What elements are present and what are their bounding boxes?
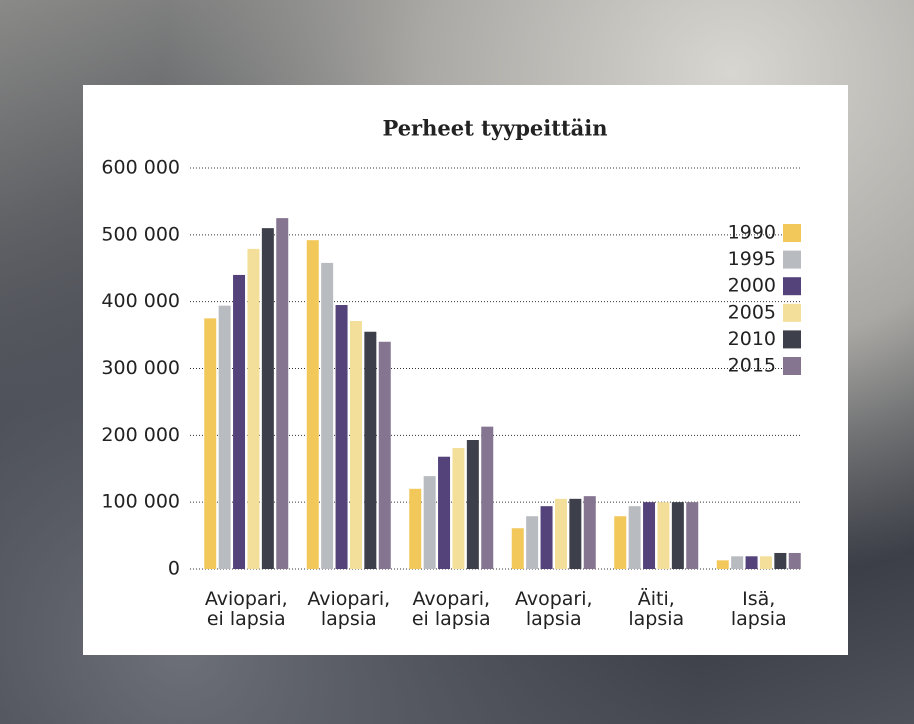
legend-label: 2005 [728, 301, 776, 323]
bar [759, 556, 772, 569]
y-tick-label: 300 000 [101, 357, 180, 379]
legend-label: 2010 [728, 328, 776, 350]
legend-label: 2015 [728, 355, 776, 377]
bar [423, 476, 436, 569]
bar [218, 305, 231, 569]
bar [261, 228, 274, 569]
x-tick-label: Avopari, ei lapsia [412, 588, 491, 630]
legend-label: 2000 [728, 275, 776, 297]
bar [511, 528, 524, 569]
x-tick-label-line: lapsia [321, 608, 377, 630]
x-tick-label-line: lapsia [526, 608, 582, 630]
x-tick-label: Aviopari, lapsia [307, 588, 390, 630]
bar [526, 516, 539, 569]
legend-swatch [783, 224, 801, 242]
x-tick-label-line: Avopari, [515, 588, 593, 610]
bar [788, 552, 801, 569]
x-tick-label-line: Aviopari, [205, 588, 288, 610]
bar [247, 248, 260, 569]
x-tick-label-line: lapsia [731, 608, 787, 630]
bar [671, 502, 684, 569]
y-tick-label: 600 000 [101, 157, 180, 179]
y-tick-label: 400 000 [101, 290, 180, 312]
bar [716, 560, 729, 569]
bar [657, 502, 670, 569]
x-tick-label-line: lapsia [628, 608, 684, 630]
bar [204, 318, 217, 569]
bar [554, 498, 567, 569]
x-tick-label-line: ei lapsia [412, 608, 491, 630]
bar [774, 552, 787, 569]
bar [466, 440, 479, 569]
x-tick-label: Isä, lapsia [731, 588, 787, 630]
legend-label: 1990 [728, 222, 776, 244]
legend-swatch [783, 303, 801, 322]
bar [540, 506, 553, 569]
x-tick-label: Avopari, lapsia [515, 588, 593, 630]
x-tick-label: Aviopari, ei lapsia [205, 588, 288, 630]
bar [452, 448, 465, 569]
x-tick-label: Äiti, lapsia [628, 587, 684, 630]
y-tick-label: 100 000 [101, 491, 180, 513]
chart-title: Perheet tyypeittäin [382, 116, 607, 141]
bar [335, 305, 348, 569]
bar [438, 456, 451, 569]
y-tick-label: 200 000 [101, 424, 180, 446]
bar [276, 218, 289, 569]
legend-swatch [783, 277, 801, 296]
bar [614, 516, 627, 569]
legend-swatch [783, 330, 801, 349]
y-tick-label: 500 000 [101, 223, 180, 245]
bar [643, 502, 656, 569]
bar [731, 556, 744, 569]
bar [583, 496, 596, 569]
x-tick-label-line: ei lapsia [207, 608, 286, 630]
bar [321, 262, 334, 569]
bar [686, 502, 699, 569]
legend-swatch [783, 357, 801, 375]
bar [349, 321, 362, 569]
legend-label: 1995 [728, 248, 776, 270]
bar [233, 274, 246, 569]
x-tick-label-line: Avopari, [412, 588, 490, 610]
x-tick-label-line: Äiti, [638, 587, 675, 610]
x-tick-label-line: Isä, [742, 588, 775, 610]
bar [378, 341, 391, 569]
bar [306, 240, 319, 569]
legend-swatch [783, 250, 801, 269]
bar [409, 488, 422, 569]
bar [569, 498, 582, 569]
y-tick-label: 0 [168, 558, 180, 580]
bar [628, 506, 641, 569]
x-tick-label-line: Aviopari, [307, 588, 390, 610]
bar [364, 331, 377, 569]
bar [481, 426, 494, 569]
bar [745, 556, 758, 569]
